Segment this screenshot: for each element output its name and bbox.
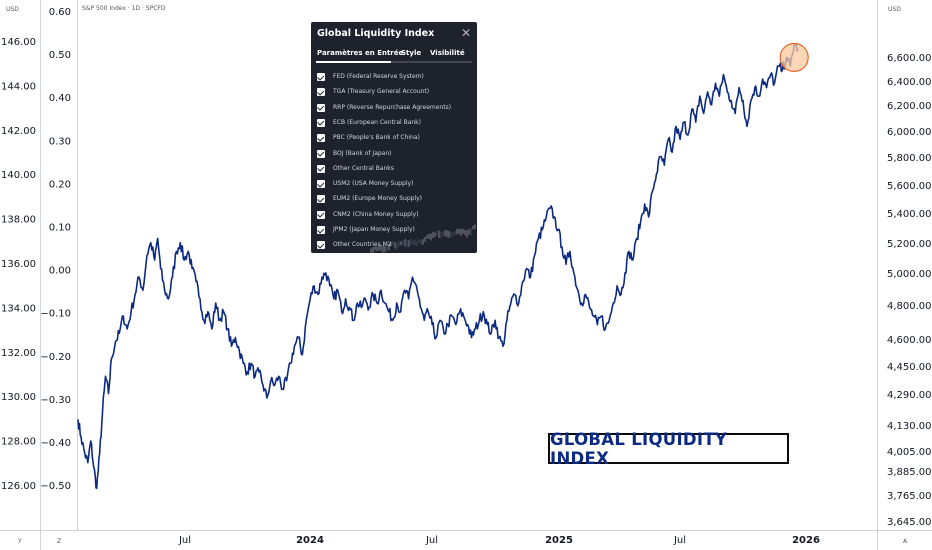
- left-inner-tick-label: 0.00: [49, 266, 71, 277]
- left-inner-tick-label: 0.40: [49, 93, 71, 104]
- latest-value-highlight: [779, 42, 809, 73]
- left-unit-label: USD: [6, 6, 19, 13]
- right-tick-label: 4,005.00: [887, 447, 932, 458]
- right-tick-label: 3,765.00: [887, 491, 932, 502]
- left-inner-tick-label: 0.10: [49, 223, 71, 234]
- left-outer-tick-label: 130.00: [1, 392, 36, 403]
- right-tick-label: 4,450.00: [887, 362, 932, 373]
- checkbox-checked-icon[interactable]: [317, 88, 325, 97]
- right-tick-label: 4,600.00: [887, 335, 932, 346]
- panel-title: Global Liquidity Index: [317, 28, 435, 39]
- left-inner-tick-label: 0.30: [49, 136, 71, 147]
- panel-option-label: EUM2 (Europe Money Supply): [333, 195, 423, 203]
- right-tick-label: 6,600.00: [887, 53, 932, 64]
- time-tick-label: 2025: [545, 535, 573, 546]
- panel-option-label: USM2 (USA Money Supply): [333, 180, 414, 188]
- left-outer-tick-label: 134.00: [1, 303, 36, 314]
- right-tick-label: 4,130.00: [887, 421, 932, 432]
- left-outer-tick-label: 132.00: [1, 348, 36, 359]
- checkbox-checked-icon[interactable]: [317, 118, 325, 127]
- right-tick-label: 4,290.00: [887, 390, 932, 401]
- left-outer-tick-label: 128.00: [1, 437, 36, 448]
- checkbox-checked-icon[interactable]: [317, 164, 325, 173]
- checkbox-checked-icon[interactable]: [317, 73, 325, 81]
- checkbox-checked-icon[interactable]: [317, 103, 325, 112]
- left-outer-tick-label: 138.00: [1, 215, 36, 226]
- right-tick-label: 5,400.00: [887, 209, 932, 220]
- right-tick-label: 5,000.00: [887, 269, 932, 280]
- checkbox-checked-icon[interactable]: [317, 241, 325, 250]
- left-inner-tick-label: −0.40: [40, 438, 71, 449]
- tab-inputs[interactable]: Paramètres en Entrée: [317, 49, 404, 57]
- checkbox-checked-icon[interactable]: [317, 195, 325, 204]
- panel-option-label: TGA (Treasury General Account): [333, 88, 430, 96]
- left-outer-tick-label: 142.00: [1, 126, 36, 137]
- left-inner-tick-label: −0.50: [40, 481, 71, 492]
- checkbox-checked-icon[interactable]: [317, 226, 325, 234]
- corner-a-label[interactable]: A: [903, 538, 908, 545]
- checkbox-checked-icon[interactable]: [317, 210, 325, 219]
- time-tick-label: Jul: [673, 535, 686, 546]
- liquidity-series-line: [77, 42, 799, 490]
- panel-option-label: Other Countries M2: [333, 241, 392, 249]
- left-outer-tick-label: 140.00: [1, 170, 36, 181]
- right-tick-label: 3,645.00: [887, 517, 932, 528]
- left-inner-ticks[interactable]: 0.60 0.50 0.40 0.30 0.20 0.10 0.00 −0.10 −0.20 −0…: [40, 7, 71, 492]
- checkbox-checked-icon[interactable]: [317, 134, 325, 143]
- left-outer-tick-label: 126.00: [1, 481, 36, 492]
- checkbox-checked-icon[interactable]: [317, 149, 325, 158]
- right-tick-label: 6,400.00: [887, 77, 932, 88]
- corner-y-label[interactable]: Y: [17, 538, 22, 545]
- right-tick-label: 6,000.00: [887, 127, 932, 138]
- panel-option-label: BOJ (Bank of Japan): [333, 149, 392, 157]
- left-inner-tick-label: 0.50: [49, 50, 71, 61]
- panel-option-label: FED (Federal Reserve System): [333, 73, 424, 80]
- tab-style[interactable]: Style: [401, 49, 422, 57]
- left-outer-ticks[interactable]: 146.00 144.00 142.00 140.00 138.00 136.00 134.…: [1, 37, 36, 492]
- time-tick-label: Jul: [425, 535, 438, 546]
- left-inner-tick-label: −0.10: [40, 309, 71, 320]
- left-inner-tick-label: 0.60: [49, 7, 71, 18]
- panel-option-label: PBC (People's Bank of China): [333, 134, 420, 142]
- right-tick-label: 5,600.00: [887, 181, 932, 192]
- right-tick-label: 4,800.00: [887, 301, 932, 312]
- symbol-label: S&P 500 Index · 1D · SPCFD: [82, 5, 166, 12]
- left-outer-tick-label: 146.00: [1, 37, 36, 48]
- right-tick-label: 5,200.00: [887, 239, 932, 250]
- right-unit-label: USD: [888, 6, 901, 13]
- panel-option-label: RRP (Reverse Repurchase Agreements): [333, 103, 452, 111]
- panel-option-label: CNM2 (China Money Supply): [333, 210, 419, 218]
- corner-z-label[interactable]: Z: [57, 538, 61, 545]
- right-price-ticks[interactable]: 6,600.00 6,400.00 6,200.00 6,000.00 5,800.00…: [887, 53, 932, 528]
- close-icon[interactable]: ✕: [460, 26, 471, 40]
- time-tick-label: Jul: [178, 535, 191, 546]
- left-inner-tick-label: −0.20: [40, 352, 71, 363]
- right-tick-label: 6,200.00: [887, 101, 932, 112]
- global-liquidity-index-label: GLOBAL LIQUIDITY INDEX: [548, 430, 789, 468]
- left-inner-tick-label: −0.30: [40, 395, 71, 406]
- checkbox-checked-icon[interactable]: [317, 180, 325, 189]
- time-tick-label: 2026: [792, 535, 820, 546]
- panel-option-label: ECB (European Central Bank): [333, 118, 421, 126]
- tab-underline: [316, 61, 472, 63]
- right-tick-label: 5,800.00: [887, 153, 932, 164]
- tab-visibility[interactable]: Visibilité: [430, 49, 465, 57]
- indicator-settings-panel[interactable]: Global Liquidity Index ✕ Paramètres en E…: [311, 22, 477, 253]
- right-tick-label: 3,885.00: [887, 467, 932, 478]
- left-inner-tick-label: 0.20: [49, 179, 71, 190]
- left-outer-tick-label: 144.00: [1, 81, 36, 92]
- panel-option-label: Other Central Banks: [333, 164, 394, 172]
- time-ticks[interactable]: Jul 2024 Jul 2025 Jul 2026: [178, 535, 820, 546]
- time-tick-label: 2024: [296, 535, 324, 546]
- left-outer-tick-label: 136.00: [1, 259, 36, 270]
- panel-option-label: JPM2 (Japan Money Supply): [333, 226, 415, 233]
